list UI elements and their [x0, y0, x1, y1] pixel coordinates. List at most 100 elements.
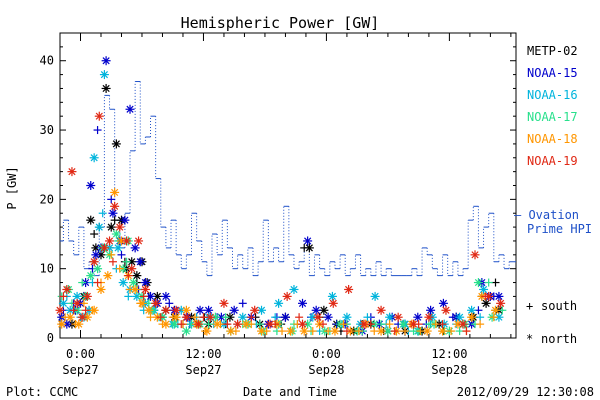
north-point-arm	[471, 251, 479, 259]
north-point-arm	[128, 265, 136, 273]
north-point-arm	[324, 313, 332, 321]
north-point	[226, 326, 236, 336]
north-point	[89, 153, 99, 163]
y-tick-label: 20	[40, 192, 54, 206]
north-point-arm	[328, 292, 337, 301]
north-point-arm	[177, 306, 185, 314]
south-point	[165, 299, 174, 308]
north-point	[67, 167, 77, 177]
x-tick-time-label: 0:00	[66, 347, 95, 361]
north-point	[93, 264, 103, 274]
north-point-arm	[170, 320, 179, 328]
north-point-arm	[133, 292, 141, 301]
north-point-arm	[425, 313, 433, 321]
south-point	[98, 209, 107, 218]
north-point-arm	[100, 244, 109, 252]
north-point-arm	[102, 57, 110, 65]
north-point	[328, 298, 338, 308]
north-point-arm	[73, 292, 81, 301]
north-point-arm	[196, 306, 204, 314]
north-point	[94, 222, 104, 232]
north-point	[205, 312, 215, 322]
north-point-arm	[312, 306, 320, 314]
north-point-arm	[427, 306, 435, 314]
south-point	[390, 327, 399, 336]
north-point	[111, 229, 121, 239]
north-point	[128, 278, 138, 288]
north-point-arm	[442, 306, 450, 314]
north-label: north	[541, 332, 577, 346]
north-point-arm	[90, 306, 98, 314]
legend-entry: NOAA-18	[527, 132, 578, 146]
north-point	[299, 326, 309, 336]
north-point-arm	[111, 188, 119, 197]
south-symbol: +	[526, 299, 533, 313]
north-point-arm	[107, 223, 115, 231]
south-point	[489, 313, 498, 322]
north-point	[241, 319, 251, 329]
north-point	[455, 312, 465, 322]
north-point-arm	[343, 313, 351, 321]
north-point	[323, 312, 333, 322]
north-point	[132, 271, 142, 281]
north-point	[161, 319, 171, 329]
north-point-arm	[239, 313, 247, 321]
y-tick-label: 30	[40, 123, 54, 137]
north-point	[319, 305, 329, 315]
north-point-arm	[136, 258, 144, 266]
north-point	[181, 326, 191, 336]
north-point-arm	[117, 237, 126, 245]
north-point-arm	[153, 292, 161, 301]
north-point-arm	[399, 320, 407, 328]
north-point	[484, 291, 494, 301]
north-point-arm	[290, 285, 298, 294]
north-point-arm	[497, 299, 505, 307]
north-point-arm	[414, 313, 422, 321]
north-point	[424, 312, 434, 322]
north-point-arm	[298, 299, 307, 307]
south-point	[476, 313, 485, 322]
y-axis-label: P [GW]	[5, 166, 19, 209]
north-point-arm	[131, 285, 139, 294]
north-point-arm	[234, 320, 242, 328]
south-point	[491, 278, 500, 287]
north-point	[101, 56, 111, 66]
x-tick-date-label: Sep27	[185, 363, 221, 377]
north-point	[99, 243, 109, 253]
north-point	[108, 208, 118, 218]
north-point	[398, 319, 408, 329]
south-point	[107, 250, 116, 259]
north-point-arm	[59, 299, 68, 307]
south-point	[93, 278, 102, 287]
north-point-arm	[172, 313, 180, 321]
north-point	[94, 111, 104, 121]
north-point	[127, 264, 137, 274]
north-point	[282, 291, 292, 301]
north-point	[210, 312, 220, 322]
north-point	[250, 305, 260, 315]
legend-entry: NOAA-19	[527, 154, 578, 168]
north-point-arm	[116, 223, 124, 231]
north-point	[82, 291, 92, 301]
north-point-arm	[97, 285, 105, 294]
north-point	[494, 291, 504, 301]
north-point	[286, 326, 296, 336]
north-point-arm	[456, 313, 464, 321]
north-point	[370, 291, 380, 301]
north-point	[101, 83, 111, 93]
north-point	[74, 319, 84, 329]
north-point	[238, 312, 248, 322]
north-point-arm	[162, 292, 170, 301]
north-point	[144, 305, 154, 315]
north-point	[134, 236, 144, 246]
south-point	[431, 320, 440, 329]
north-point-arm	[83, 313, 91, 321]
north-point-arm	[63, 285, 71, 294]
north-point-arm	[87, 181, 95, 190]
north-point	[344, 284, 354, 294]
north-point-arm	[131, 244, 139, 252]
north-point-arm	[102, 84, 110, 93]
north-point-arm	[172, 306, 180, 314]
south-point	[81, 306, 90, 315]
north-point	[96, 284, 106, 294]
